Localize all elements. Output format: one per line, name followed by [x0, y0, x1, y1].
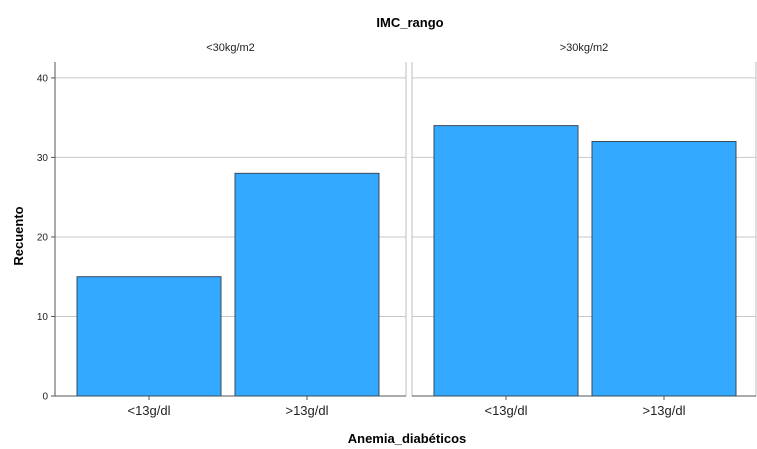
panel-label-0: <30kg/m2: [206, 42, 255, 54]
x-tick-label-panel-0-1: >13g/dl: [285, 403, 328, 418]
bar-panel-0-1: [234, 172, 380, 397]
panel-label-1: >30kg/m2: [560, 42, 609, 54]
y-tick-label-2: 20: [37, 232, 49, 243]
x-axis-label: Anemia_diabéticos: [348, 431, 467, 446]
plot-area: 0 10 20 30 40 <30kg/m2 <13g/dl >13g/dl >30kg/m2 <…: [37, 42, 757, 418]
y-tick-label-4: 40: [37, 73, 49, 84]
bar-panel-1-1: [591, 141, 737, 397]
bar-panel-1-0: [433, 125, 579, 397]
bar-panel-0-0: [76, 276, 222, 397]
x-tick-label-panel-0-0: <13g/dl: [127, 403, 170, 418]
y-tick-label-3: 30: [37, 153, 49, 164]
chart-title: IMC_rango: [376, 15, 443, 30]
y-axis-label: Recuento: [11, 206, 26, 265]
y-tick-label-1: 10: [37, 312, 49, 323]
y-tick-label-0: 0: [42, 392, 48, 403]
x-tick-label-panel-1-0: <13g/dl: [484, 403, 527, 418]
x-tick-label-panel-1-1: >13g/dl: [642, 403, 685, 418]
